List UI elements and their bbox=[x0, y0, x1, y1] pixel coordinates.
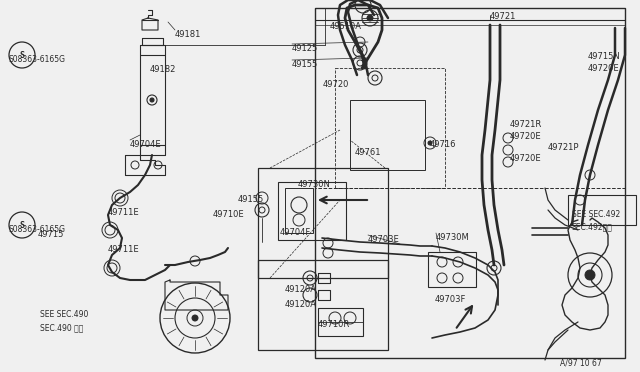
Text: 49155: 49155 bbox=[292, 60, 318, 69]
Text: 49181: 49181 bbox=[175, 30, 202, 39]
Text: S: S bbox=[19, 221, 24, 230]
Circle shape bbox=[428, 141, 432, 145]
Bar bbox=[285, 188, 313, 233]
Text: 49730M: 49730M bbox=[436, 233, 470, 242]
Bar bbox=[315, 8, 625, 358]
Text: 49510A: 49510A bbox=[330, 22, 362, 31]
Text: 49720E: 49720E bbox=[588, 64, 620, 73]
Circle shape bbox=[150, 98, 154, 102]
Text: 49120A: 49120A bbox=[285, 300, 317, 309]
Bar bbox=[318, 308, 363, 336]
Text: 49704F: 49704F bbox=[280, 228, 311, 237]
Bar bbox=[315, 8, 625, 188]
Text: 49711E: 49711E bbox=[108, 245, 140, 254]
Text: S: S bbox=[19, 51, 24, 60]
Text: 49120A: 49120A bbox=[285, 285, 317, 294]
Text: S08363-6165G: S08363-6165G bbox=[8, 55, 65, 64]
Text: 49710R: 49710R bbox=[318, 320, 350, 329]
Text: 49720E: 49720E bbox=[510, 154, 541, 163]
Circle shape bbox=[367, 15, 373, 21]
Text: 49721P: 49721P bbox=[548, 143, 579, 152]
Bar bbox=[278, 182, 346, 240]
Text: 49715N: 49715N bbox=[588, 52, 621, 61]
Bar bbox=[258, 260, 388, 350]
Text: SEC.492参照: SEC.492参照 bbox=[572, 222, 613, 231]
Bar bbox=[335, 68, 445, 188]
Text: 49716: 49716 bbox=[430, 140, 456, 149]
Text: 49721: 49721 bbox=[490, 12, 516, 21]
Bar bbox=[568, 195, 636, 225]
Text: 49721R: 49721R bbox=[510, 120, 542, 129]
Text: SEE SEC.490: SEE SEC.490 bbox=[40, 310, 88, 319]
Text: S08363-6165G: S08363-6165G bbox=[8, 225, 65, 234]
Text: 49182: 49182 bbox=[150, 65, 177, 74]
Bar bbox=[428, 252, 476, 287]
Text: A/97 10 67: A/97 10 67 bbox=[560, 358, 602, 367]
Bar bbox=[258, 168, 388, 278]
Text: 49155: 49155 bbox=[238, 195, 264, 204]
Circle shape bbox=[192, 315, 198, 321]
Text: 49720: 49720 bbox=[323, 80, 349, 89]
Text: 49711E: 49711E bbox=[108, 208, 140, 217]
Text: 49703E: 49703E bbox=[368, 235, 400, 244]
Circle shape bbox=[585, 270, 595, 280]
Text: 49720E: 49720E bbox=[510, 132, 541, 141]
Text: 49125: 49125 bbox=[292, 44, 318, 53]
Text: 49730N: 49730N bbox=[298, 180, 331, 189]
Text: 49710E: 49710E bbox=[213, 210, 244, 219]
Text: 49761: 49761 bbox=[355, 148, 381, 157]
Bar bbox=[350, 100, 425, 170]
Text: SEC.490 参照: SEC.490 参照 bbox=[40, 323, 83, 332]
Text: 49703F: 49703F bbox=[435, 295, 467, 304]
Text: 49715: 49715 bbox=[38, 230, 65, 239]
Text: SEE SEC.492: SEE SEC.492 bbox=[572, 210, 620, 219]
Text: 49704E: 49704E bbox=[130, 140, 162, 149]
